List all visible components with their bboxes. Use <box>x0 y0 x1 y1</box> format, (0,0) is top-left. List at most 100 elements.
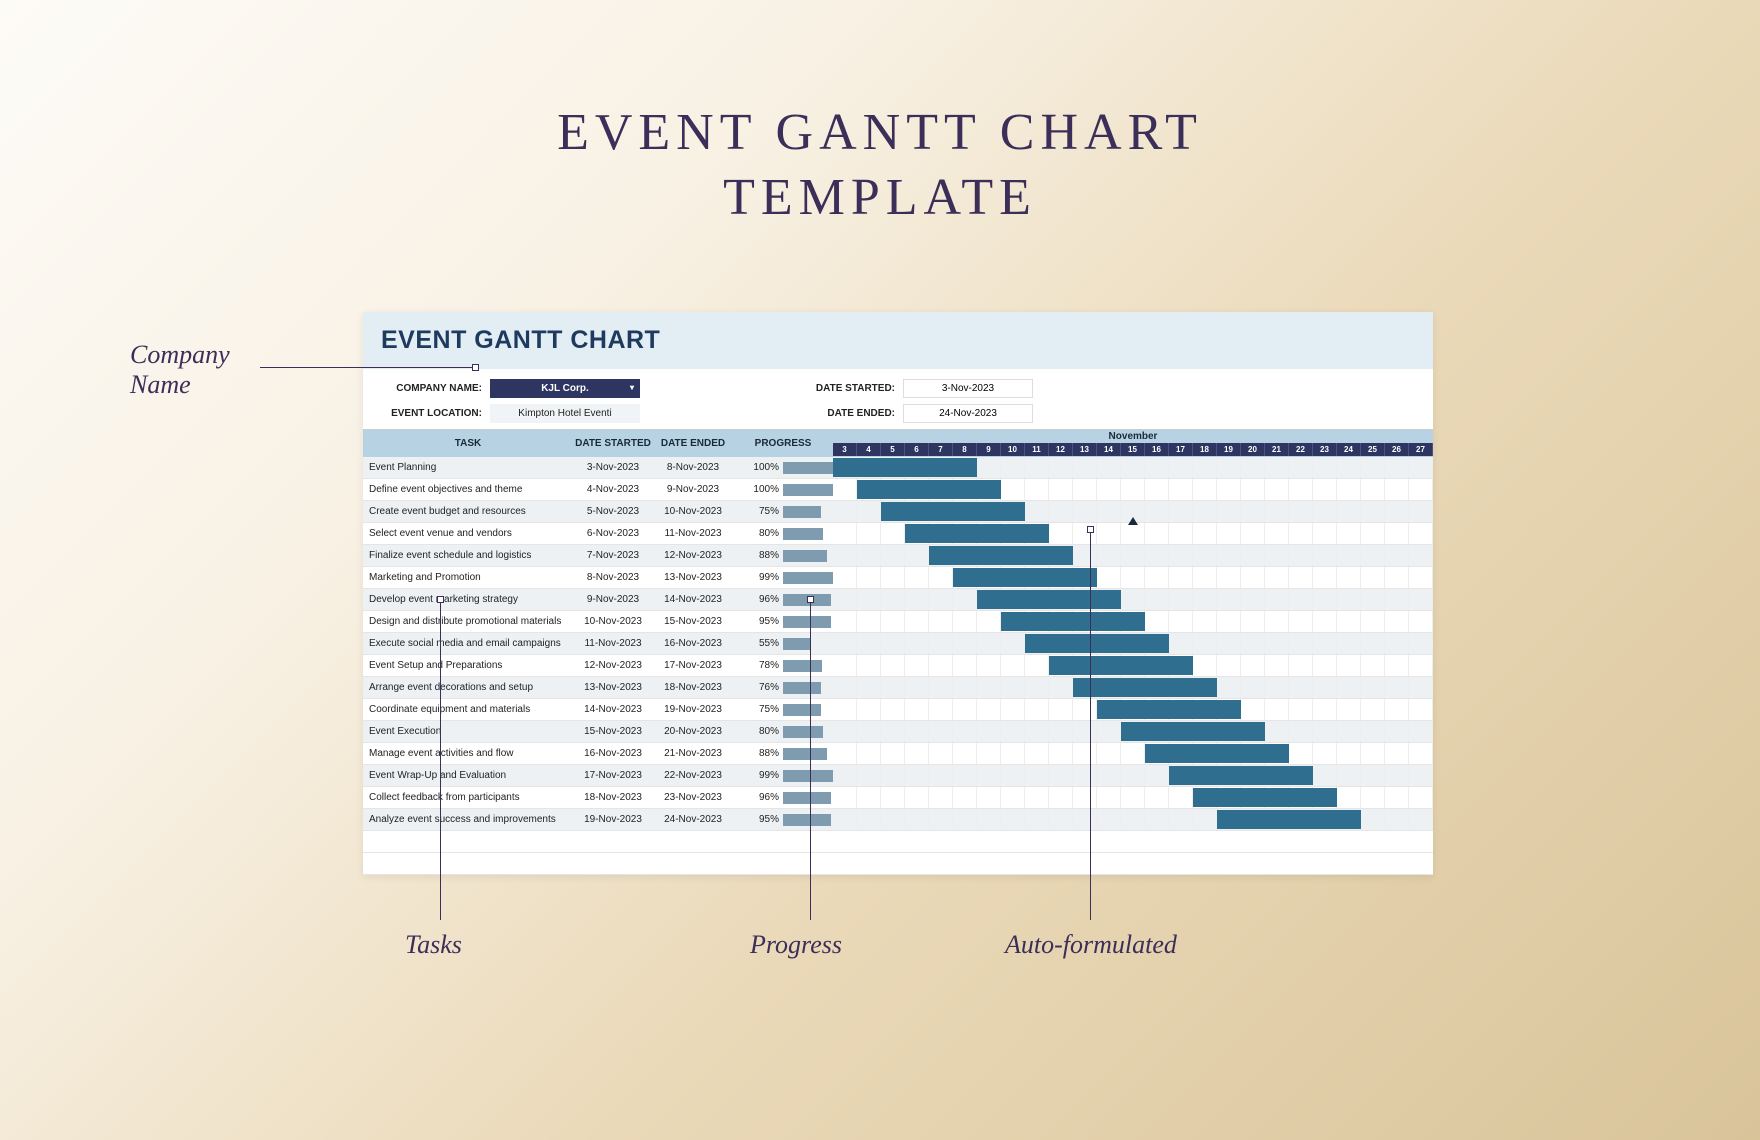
header-date-started: DATE STARTED <box>573 430 653 457</box>
task-gantt-cell <box>833 567 1433 588</box>
task-row[interactable]: Event Wrap-Up and Evaluation17-Nov-20232… <box>363 765 1433 787</box>
task-progress-pct: 96% <box>733 594 783 605</box>
task-name: Develop event marketing strategy <box>363 594 573 605</box>
day-cell: 21 <box>1265 443 1289 456</box>
task-row[interactable]: Analyze event success and improvements19… <box>363 809 1433 831</box>
sheet-title-bar: EVENT GANTT CHART <box>363 312 1433 369</box>
task-gantt-cell <box>833 545 1433 566</box>
task-progress-pct: 100% <box>733 484 783 495</box>
page-title: EVENT GANTT CHART TEMPLATE <box>0 0 1760 230</box>
task-progress-pct: 80% <box>733 528 783 539</box>
task-gantt-cell <box>833 655 1433 676</box>
task-date-started: 13-Nov-2023 <box>573 682 653 693</box>
day-cell: 3 <box>833 443 857 456</box>
day-cell: 16 <box>1145 443 1169 456</box>
company-value[interactable]: KJL Corp. <box>490 379 640 398</box>
day-cell: 5 <box>881 443 905 456</box>
task-row[interactable]: Arrange event decorations and setup13-No… <box>363 677 1433 699</box>
location-label: EVENT LOCATION: <box>377 408 482 419</box>
task-progress-bar <box>783 682 833 694</box>
task-row[interactable]: Design and distribute promotional materi… <box>363 611 1433 633</box>
task-row[interactable]: Define event objectives and theme4-Nov-2… <box>363 479 1433 501</box>
task-row[interactable]: Event Execution15-Nov-202320-Nov-202380% <box>363 721 1433 743</box>
task-date-ended: 22-Nov-2023 <box>653 770 733 781</box>
gantt-bar <box>1001 612 1145 631</box>
callout-node <box>1087 526 1094 533</box>
gantt-bar <box>1073 678 1217 697</box>
task-gantt-cell <box>833 743 1433 764</box>
task-date-started: 7-Nov-2023 <box>573 550 653 561</box>
callout-line <box>440 600 441 920</box>
task-row[interactable]: Coordinate equipment and materials14-Nov… <box>363 699 1433 721</box>
task-name: Select event venue and vendors <box>363 528 573 539</box>
callout-tasks: Tasks <box>405 930 462 960</box>
date-ended-label: DATE ENDED: <box>790 408 895 419</box>
task-row[interactable]: Develop event marketing strategy9-Nov-20… <box>363 589 1433 611</box>
sheet-title: EVENT GANTT CHART <box>381 326 1415 355</box>
task-progress-pct: 100% <box>733 462 783 473</box>
task-gantt-cell <box>833 809 1433 830</box>
task-row[interactable]: Create event budget and resources5-Nov-2… <box>363 501 1433 523</box>
gantt-bar <box>1097 700 1241 719</box>
gantt-bar <box>857 480 1001 499</box>
task-row[interactable]: Collect feedback from participants18-Nov… <box>363 787 1433 809</box>
task-progress-pct: 88% <box>733 550 783 561</box>
task-date-started: 3-Nov-2023 <box>573 462 653 473</box>
task-gantt-cell <box>833 787 1433 808</box>
task-progress-pct: 99% <box>733 770 783 781</box>
task-date-ended: 8-Nov-2023 <box>653 462 733 473</box>
task-date-ended: 14-Nov-2023 <box>653 594 733 605</box>
task-progress-pct: 76% <box>733 682 783 693</box>
day-cell: 24 <box>1337 443 1361 456</box>
task-progress-bar <box>783 616 833 628</box>
task-row[interactable]: Finalize event schedule and logistics7-N… <box>363 545 1433 567</box>
task-progress-bar <box>783 462 833 474</box>
task-name: Arrange event decorations and setup <box>363 682 573 693</box>
task-row[interactable]: Event Setup and Preparations12-Nov-20231… <box>363 655 1433 677</box>
task-progress-pct: 55% <box>733 638 783 649</box>
task-name: Event Wrap-Up and Evaluation <box>363 770 573 781</box>
task-date-ended: 9-Nov-2023 <box>653 484 733 495</box>
gantt-bar <box>1169 766 1313 785</box>
month-label: November <box>833 430 1433 443</box>
task-row[interactable]: Execute social media and email campaigns… <box>363 633 1433 655</box>
table-header: TASK DATE STARTED DATE ENDED PROGRESS No… <box>363 429 1433 457</box>
day-strip: 3456789101112131415161718192021222324252… <box>833 443 1433 456</box>
day-cell: 14 <box>1097 443 1121 456</box>
task-progress-pct: 95% <box>733 616 783 627</box>
task-progress-bar <box>783 704 833 716</box>
task-date-ended: 23-Nov-2023 <box>653 792 733 803</box>
gantt-bar <box>881 502 1025 521</box>
task-date-ended: 10-Nov-2023 <box>653 506 733 517</box>
header-date-ended: DATE ENDED <box>653 430 733 457</box>
task-row[interactable]: Manage event activities and flow16-Nov-2… <box>363 743 1433 765</box>
task-date-ended: 13-Nov-2023 <box>653 572 733 583</box>
task-progress-bar <box>783 550 833 562</box>
task-progress-bar <box>783 506 833 518</box>
day-cell: 11 <box>1025 443 1049 456</box>
day-cell: 25 <box>1361 443 1385 456</box>
day-cell: 9 <box>977 443 1001 456</box>
task-date-started: 16-Nov-2023 <box>573 748 653 759</box>
location-value[interactable]: Kimpton Hotel Eventi <box>490 404 640 423</box>
task-date-ended: 11-Nov-2023 <box>653 528 733 539</box>
day-cell: 19 <box>1217 443 1241 456</box>
gantt-bar <box>929 546 1073 565</box>
task-row[interactable]: Event Planning3-Nov-20238-Nov-2023100% <box>363 457 1433 479</box>
task-row[interactable]: Marketing and Promotion8-Nov-202313-Nov-… <box>363 567 1433 589</box>
date-ended-value[interactable]: 24-Nov-2023 <box>903 404 1033 423</box>
task-name: Design and distribute promotional materi… <box>363 616 573 627</box>
task-name: Event Execution <box>363 726 573 737</box>
header-task: TASK <box>363 430 573 457</box>
callout-auto: Auto-formulated <box>1005 930 1177 960</box>
gantt-bar <box>1025 634 1169 653</box>
date-started-value[interactable]: 3-Nov-2023 <box>903 379 1033 398</box>
task-gantt-cell <box>833 721 1433 742</box>
task-date-started: 6-Nov-2023 <box>573 528 653 539</box>
task-name: Collect feedback from participants <box>363 792 573 803</box>
task-name: Manage event activities and flow <box>363 748 573 759</box>
date-started-label: DATE STARTED: <box>790 383 895 394</box>
task-row[interactable]: Select event venue and vendors6-Nov-2023… <box>363 523 1433 545</box>
task-date-started: 14-Nov-2023 <box>573 704 653 715</box>
task-gantt-cell <box>833 765 1433 786</box>
